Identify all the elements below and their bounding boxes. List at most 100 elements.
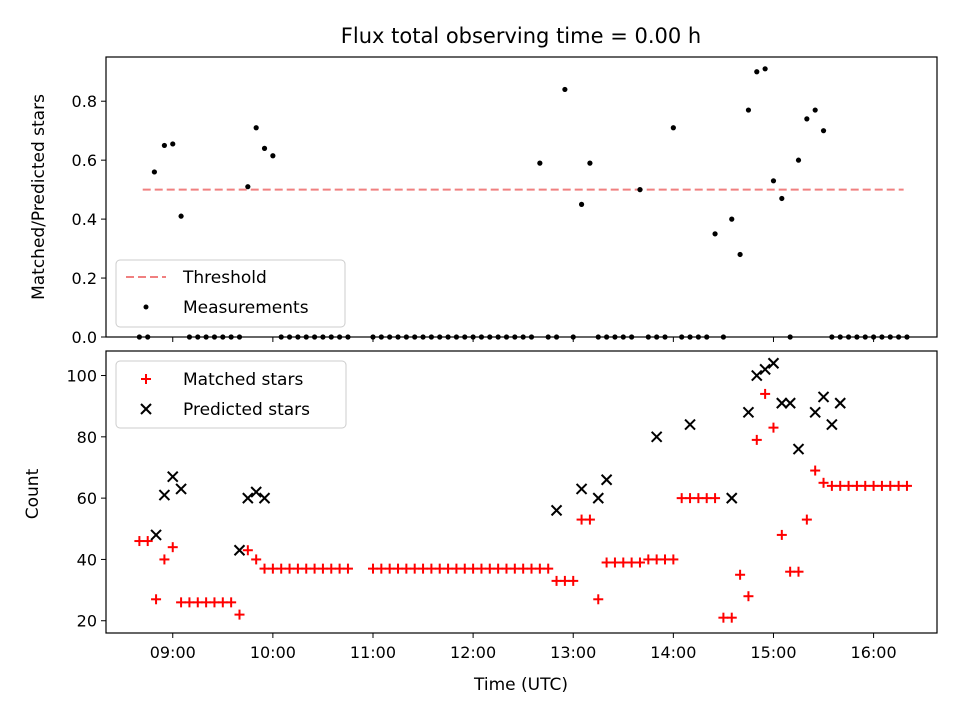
y-tick-label: 0.0	[72, 328, 97, 347]
predicted-star-point	[250, 486, 262, 498]
predicted-star-stroke-b	[726, 492, 738, 504]
measurement-point	[729, 216, 735, 222]
threshold-legend-label: Threshold	[182, 268, 267, 288]
predicted-star-point	[175, 483, 187, 495]
predicted-star-point	[742, 406, 755, 419]
matched-star-point	[893, 480, 904, 491]
matched-star-point	[601, 557, 612, 568]
matched-star-point	[401, 563, 412, 574]
x-tick-label: 12:00	[450, 643, 496, 662]
predicted-star-point	[150, 529, 162, 541]
bottom-axis-ticks: 09:00 10:00 11:00 12:00 13:00 14:00 15:00 16:00…	[66, 367, 896, 662]
matched-star-point	[309, 563, 320, 574]
matched-star-point	[184, 597, 195, 608]
matched-star-point	[267, 563, 278, 574]
predicted-star-point	[600, 474, 613, 486]
predicted-star-point	[784, 397, 796, 409]
matched-star-point	[134, 536, 145, 547]
matched-star-point	[284, 563, 295, 574]
bottom-x-axis-label: Time (UTC)	[473, 675, 568, 695]
measurement-point	[637, 187, 643, 193]
predicted-star-stroke-b	[592, 492, 604, 504]
matched-star-point	[326, 563, 337, 574]
measurement-point	[754, 69, 760, 75]
x-tick-label: 14:00	[650, 643, 696, 662]
matched-star-point	[226, 597, 237, 608]
matched-star-point	[409, 563, 420, 574]
matched-star-point	[785, 566, 796, 577]
matched-star-point	[726, 612, 737, 623]
measurement-point	[795, 157, 802, 163]
predicted-star-point	[726, 492, 738, 504]
top-axes-frame	[105, 56, 938, 338]
matched-star-point	[376, 563, 387, 574]
predicted-star-stroke-b	[759, 363, 771, 376]
predicted-star-point	[834, 397, 846, 409]
matched-star-point	[384, 563, 395, 574]
measurement-point	[151, 169, 157, 175]
matched-star-point	[718, 612, 729, 623]
matched-star-point	[885, 480, 896, 491]
matched-star-point	[685, 493, 696, 504]
y-tick-label: 0.4	[72, 210, 97, 229]
y-tick-label: 20	[77, 612, 97, 631]
predicted-star-stroke-b	[575, 483, 588, 495]
top-axis-ticks: 0.0 0.2 0.4 0.6 0.8	[72, 92, 875, 347]
matched-star-point	[618, 557, 629, 568]
predicted-star-stroke-b	[233, 544, 246, 556]
matched-star-point	[801, 514, 812, 525]
matched-star-point	[443, 563, 454, 574]
measurement-point	[537, 160, 543, 166]
measurement-point	[270, 153, 276, 159]
predicted-star-stroke-b	[167, 470, 179, 483]
predicted-legend-stroke-b	[140, 403, 152, 415]
matched-star-point	[851, 480, 862, 491]
measurements-legend-swatch	[143, 304, 149, 310]
predicted-star-point	[792, 443, 805, 455]
measurement-point	[804, 116, 810, 122]
predicted-star-point	[592, 492, 604, 504]
matched-star-point	[509, 563, 520, 574]
matched-star-point	[468, 563, 479, 574]
measurement-point	[170, 141, 176, 147]
measurement-point	[161, 142, 168, 149]
predicted-star-stroke-b	[250, 486, 262, 498]
x-tick-label: 13:00	[550, 643, 596, 662]
predicted-star-point	[167, 470, 179, 483]
measurement-point	[779, 195, 785, 202]
matched-star-point	[317, 563, 328, 574]
matched-star-point	[876, 480, 887, 491]
matched-star-point	[501, 563, 512, 574]
matched-star-point	[192, 597, 203, 608]
matched-star-point	[142, 536, 153, 547]
y-tick-label: 0.2	[72, 269, 97, 288]
matched-star-point	[693, 493, 704, 504]
matched-star-point	[151, 594, 162, 605]
top-legend: Threshold Measurements	[115, 259, 346, 328]
y-tick-label: 80	[77, 428, 97, 447]
predicted-star-point	[242, 492, 254, 504]
matched-star-point	[493, 563, 504, 574]
bottom-axes-frame	[105, 350, 938, 634]
matched-star-point	[342, 563, 353, 574]
matched-star-point	[710, 493, 721, 504]
predicted-legend-swatch	[140, 403, 152, 415]
measurement-point	[812, 107, 818, 113]
predicted-star-stroke-b	[242, 492, 254, 504]
matched-star-point	[201, 597, 212, 608]
matched-star-point	[626, 557, 637, 568]
measurement-point	[712, 231, 718, 237]
predicted-star-point	[809, 406, 821, 419]
predicted-star-point	[826, 418, 838, 431]
measurement-point	[820, 128, 827, 134]
predicted-star-stroke-b	[650, 431, 663, 443]
x-tick-label: 11:00	[350, 643, 396, 662]
matched-star-point	[292, 563, 303, 574]
predicted-star-stroke-b	[258, 492, 271, 504]
measurement-point	[762, 66, 768, 72]
predicted-star-stroke-b	[826, 418, 838, 431]
matched-star-point	[576, 514, 587, 525]
matched-star-point	[234, 609, 245, 620]
predicted-star-point	[767, 357, 780, 369]
